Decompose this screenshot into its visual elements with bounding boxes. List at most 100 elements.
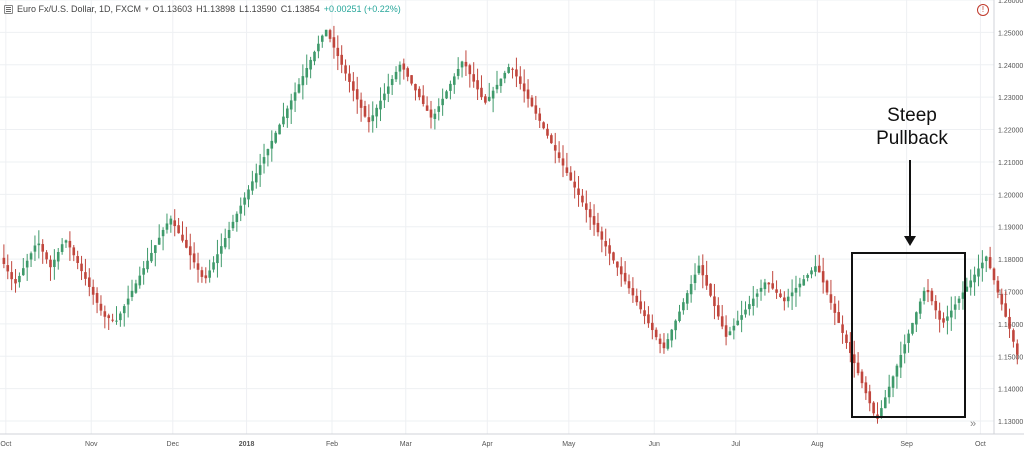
- candle-body: [216, 254, 219, 264]
- candle-body: [235, 213, 239, 223]
- candle-body: [891, 376, 895, 388]
- candle-body: [612, 252, 615, 261]
- candle-body: [452, 76, 456, 85]
- candle-body: [476, 80, 479, 90]
- candle-body: [647, 314, 650, 324]
- candle-body: [103, 311, 107, 317]
- candle-body: [2, 257, 6, 264]
- legend-open: O1.13603: [152, 4, 193, 14]
- legend-change: +0.00251 (+0.22%): [323, 4, 401, 14]
- candle-body: [926, 290, 930, 293]
- candle-body: [845, 334, 848, 343]
- candle-body: [60, 244, 64, 252]
- candle-body: [14, 279, 17, 284]
- candle-body: [371, 115, 375, 122]
- candle-body: [616, 261, 619, 268]
- candle-body: [841, 324, 844, 333]
- candle-body: [748, 304, 751, 310]
- y-tick-label: 1.23000: [998, 95, 1023, 102]
- candle-body: [433, 113, 437, 120]
- candle-body: [29, 253, 33, 260]
- candle-body: [472, 74, 476, 82]
- candle-body: [685, 293, 689, 304]
- candle-body: [484, 96, 487, 103]
- candle-body: [682, 302, 685, 311]
- candle-body: [588, 209, 592, 218]
- candle-body: [188, 246, 192, 256]
- candle-body: [293, 92, 297, 101]
- candle-body: [821, 271, 825, 283]
- candle-body: [177, 225, 180, 234]
- candle-body: [953, 304, 957, 310]
- x-tick-label: Jun: [649, 441, 660, 448]
- legend-symbol[interactable]: Euro Fx/U.S. Dollar, 1D, FXCM: [17, 4, 142, 14]
- candle-body: [938, 310, 941, 320]
- candle-body: [266, 148, 270, 156]
- candle-body: [868, 391, 872, 404]
- candle-body: [825, 280, 829, 293]
- candle-body: [99, 303, 103, 311]
- candle-body: [887, 386, 891, 398]
- x-tick-label: Sep: [900, 441, 913, 448]
- collapse-icon[interactable]: [4, 4, 13, 14]
- candle-body: [550, 135, 553, 144]
- candle-body: [810, 270, 813, 275]
- candle-body: [817, 265, 821, 273]
- candle-body: [918, 301, 922, 314]
- candle-body: [220, 246, 223, 254]
- candle-body: [717, 305, 720, 317]
- candle-body: [309, 59, 312, 70]
- candle-body: [437, 106, 441, 112]
- candle-body: [212, 262, 215, 270]
- candle-body: [80, 263, 83, 272]
- candle-body: [196, 263, 200, 270]
- candle-body: [165, 223, 169, 230]
- candle-body: [1008, 316, 1011, 329]
- candle-body: [744, 309, 747, 315]
- candle-body: [262, 157, 266, 164]
- candle-body: [883, 397, 887, 409]
- legend-high: H1.13898: [196, 4, 236, 14]
- candle-body: [185, 239, 188, 248]
- candle-body: [247, 189, 250, 200]
- candle-body: [767, 282, 771, 285]
- candle-body: [181, 234, 184, 241]
- candle-body: [468, 65, 472, 75]
- candle-body: [115, 320, 118, 322]
- candle-body: [138, 275, 142, 286]
- scroll-right-icon[interactable]: »: [970, 418, 977, 430]
- chevron-down-icon[interactable]: ▾: [145, 6, 149, 13]
- candle-body: [157, 237, 161, 245]
- candle-body: [907, 333, 910, 343]
- candle-body: [76, 256, 79, 263]
- x-tick-label: May: [562, 441, 576, 448]
- candle-body: [526, 89, 530, 99]
- candle-body: [581, 195, 584, 203]
- candle-body: [72, 247, 76, 256]
- candle-body: [418, 88, 421, 98]
- candle-body: [286, 108, 289, 119]
- candle-body: [126, 298, 130, 305]
- candle-body: [530, 97, 534, 107]
- candle-body: [410, 75, 413, 84]
- candle-body: [414, 83, 417, 91]
- candle-body: [398, 64, 402, 72]
- candle-body: [464, 61, 468, 67]
- candle-body: [561, 158, 565, 166]
- alert-icon[interactable]: !: [977, 4, 989, 16]
- candle-body: [134, 283, 138, 293]
- candle-body: [670, 329, 674, 341]
- candle-body: [814, 266, 817, 272]
- legend-low: L1.13590: [239, 4, 277, 14]
- candle-body: [728, 331, 732, 336]
- candle-body: [654, 329, 658, 338]
- candle-body: [922, 290, 926, 301]
- candle-body: [441, 98, 444, 106]
- candle-body: [806, 274, 809, 278]
- candle-body: [107, 315, 111, 319]
- candle-body: [495, 84, 499, 90]
- candle-body: [619, 266, 623, 275]
- candle-body: [499, 78, 503, 87]
- candle-body: [988, 257, 992, 269]
